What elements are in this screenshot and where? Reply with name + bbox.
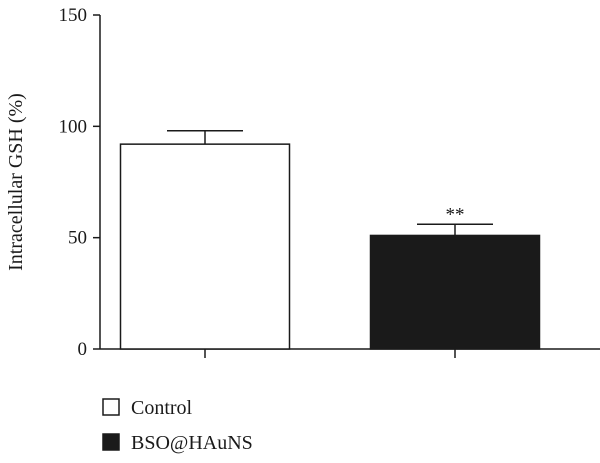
y-tick-label: 100 (59, 116, 88, 137)
y-axis-label: Intracellular GSH (%) (5, 93, 27, 271)
y-tick-label: 0 (78, 339, 88, 360)
bars: ** (119, 130, 541, 350)
bar-control (119, 143, 291, 350)
legend-swatch-bso-hauns (102, 433, 120, 451)
y-tick-label: 150 (59, 5, 88, 26)
bar-bso-hauns (369, 234, 541, 350)
legend-swatch-control (102, 398, 120, 416)
legend-label-control: Control (131, 397, 193, 419)
significance-label-bso-hauns: ** (446, 204, 465, 225)
y-tick-label: 50 (68, 228, 87, 249)
legend: Control BSO@HAuNS (102, 397, 253, 454)
legend-label-bso-hauns: BSO@HAuNS (131, 432, 253, 454)
